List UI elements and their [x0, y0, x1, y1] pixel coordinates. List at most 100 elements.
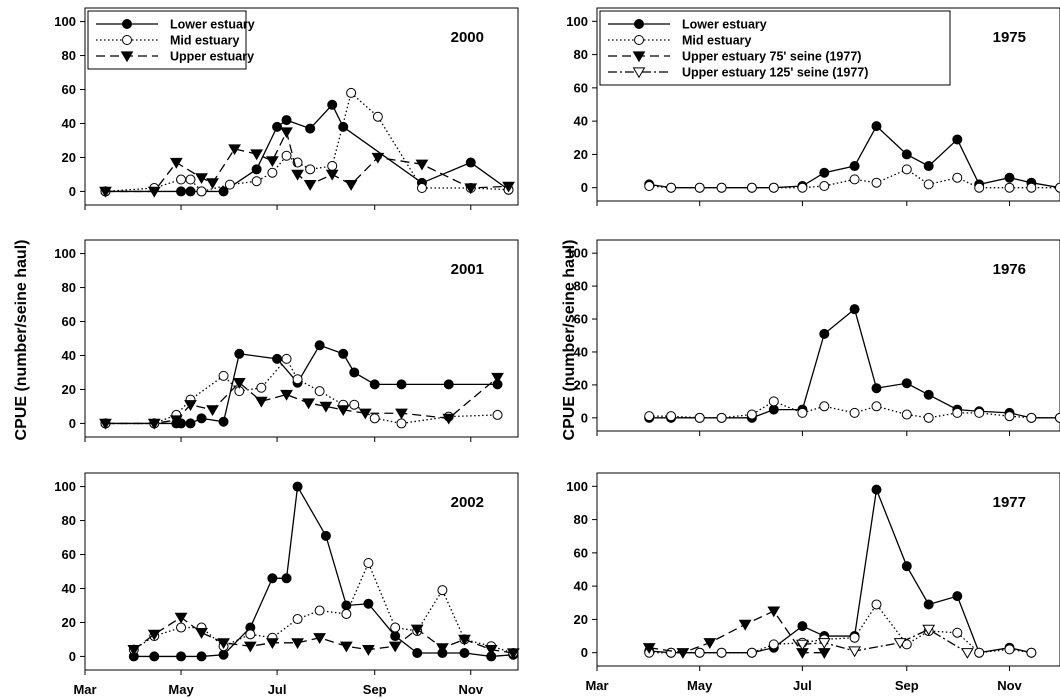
series-mid-estuary — [644, 164, 1060, 193]
data-point — [767, 606, 781, 618]
y-axis-label: CPUE (number/seine haul) — [13, 240, 30, 441]
data-point — [99, 418, 112, 430]
data-point — [206, 178, 219, 190]
series-mid-estuary — [644, 396, 1060, 423]
data-point — [340, 641, 353, 653]
series-lower-estuary — [128, 481, 519, 662]
data-point — [281, 150, 292, 161]
data-point — [388, 641, 402, 653]
legend: Lower estuary Mid estuary Upper estuary — [87, 10, 255, 70]
y-tick-label: 40 — [62, 348, 76, 363]
y-tick-label: 100 — [54, 246, 76, 261]
y-tick-label: 40 — [574, 114, 588, 129]
data-point — [1004, 182, 1015, 193]
panel-year-label: 2000 — [451, 29, 484, 46]
data-point — [502, 181, 515, 193]
data-point — [169, 415, 183, 427]
data-point — [184, 400, 197, 411]
data-point — [465, 157, 476, 168]
data-point — [952, 627, 963, 638]
data-point — [974, 182, 985, 193]
y-tick-label: 100 — [566, 246, 588, 261]
data-point — [327, 99, 338, 110]
series-lower-estuary — [644, 484, 1037, 658]
data-point — [265, 638, 279, 650]
y-tick-label: 20 — [62, 150, 76, 165]
y-tick-label: 0 — [581, 645, 588, 660]
legend-entry: Lower estuary — [170, 18, 255, 32]
x-tick-label: Mar — [73, 682, 96, 697]
series-mid-estuary — [100, 353, 503, 429]
data-point — [363, 598, 374, 609]
data-point — [797, 182, 808, 193]
data-point — [961, 648, 974, 659]
data-point — [871, 599, 882, 610]
data-point — [195, 173, 208, 185]
y-tick-label: 60 — [62, 82, 76, 97]
data-point — [217, 638, 230, 650]
data-point — [349, 367, 360, 378]
data-point — [243, 641, 257, 653]
y-tick-label: 40 — [62, 581, 76, 596]
data-point — [396, 418, 407, 429]
data-point — [974, 647, 985, 658]
data-point — [147, 186, 161, 198]
data-point — [218, 186, 229, 197]
data-point — [176, 174, 187, 185]
series-upper-estuary — [127, 612, 520, 660]
data-point — [893, 638, 907, 649]
data-point — [228, 144, 241, 156]
data-point — [369, 379, 380, 390]
data-point — [281, 115, 292, 126]
data-point — [303, 179, 317, 191]
data-point — [849, 174, 860, 185]
data-point — [817, 638, 831, 649]
data-point — [176, 186, 187, 197]
x-tick-label: May — [687, 678, 713, 693]
data-point — [923, 389, 934, 400]
data-point — [484, 644, 498, 656]
data-point — [768, 404, 779, 415]
panel-year-label: 2001 — [451, 261, 484, 278]
data-point — [267, 167, 278, 178]
data-point — [819, 181, 830, 192]
data-point — [147, 418, 161, 430]
data-point — [871, 121, 882, 132]
data-point — [871, 484, 882, 495]
data-point — [459, 648, 470, 659]
data-point — [952, 172, 963, 183]
data-point — [196, 413, 207, 424]
data-point — [952, 591, 963, 602]
data-point — [1026, 412, 1037, 423]
plot-frame — [84, 239, 519, 438]
data-point — [281, 353, 292, 364]
y-tick-label: 40 — [574, 579, 588, 594]
data-point — [127, 644, 141, 656]
data-point — [99, 186, 112, 198]
plot-frame — [596, 7, 1060, 202]
legend-entry: Mid estuary — [170, 34, 240, 48]
series-upper-estuary — [99, 372, 504, 430]
y-tick-label: 80 — [574, 512, 588, 527]
data-point — [325, 169, 339, 181]
data-point — [224, 179, 235, 190]
y-tick-label: 80 — [574, 47, 588, 62]
data-point — [256, 382, 267, 393]
data-point — [768, 396, 779, 407]
data-point — [716, 182, 727, 193]
x-tick-label: May — [168, 682, 194, 697]
legend-entry: Upper estuary 125' seine (1977) — [682, 66, 868, 80]
data-point — [122, 19, 132, 29]
data-point — [796, 639, 809, 651]
data-point — [147, 629, 161, 641]
y-tick-label: 60 — [62, 314, 76, 329]
y-tick-label: 20 — [62, 615, 76, 630]
data-point — [901, 378, 912, 389]
data-point — [849, 407, 860, 418]
y-tick-label: 20 — [574, 377, 588, 392]
data-point — [305, 164, 316, 175]
plot-frame — [596, 472, 1060, 667]
data-point — [272, 353, 283, 364]
data-point — [195, 628, 208, 639]
series-mid-estuary — [644, 599, 1037, 658]
